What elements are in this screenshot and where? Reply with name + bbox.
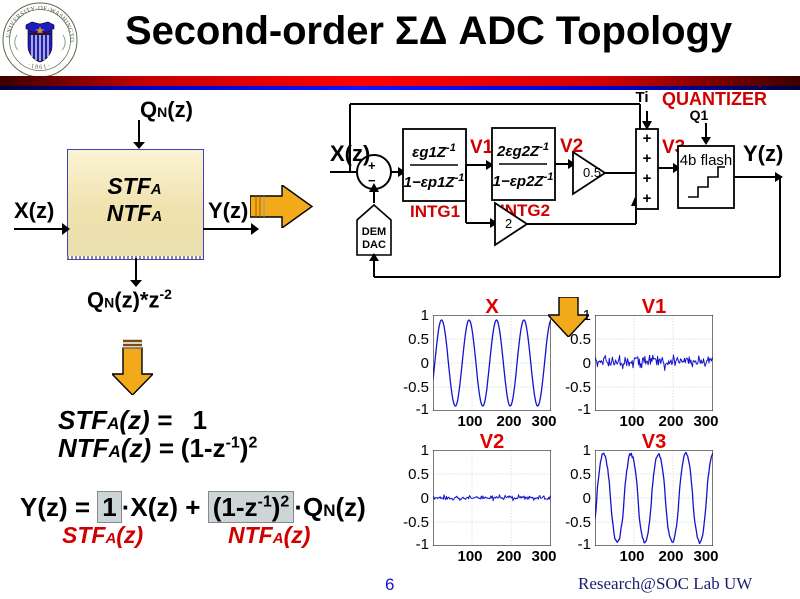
svg-text:+: +	[643, 190, 652, 207]
svg-text:Ti: Ti	[635, 89, 648, 106]
svg-text:X(z): X(z)	[330, 141, 370, 166]
svg-text:DEM: DEM	[362, 226, 386, 238]
svg-text:QUANTIZER: QUANTIZER	[662, 89, 767, 109]
svg-text:2: 2	[505, 216, 512, 231]
svg-text:+: +	[643, 170, 652, 187]
svg-text:DAC: DAC	[362, 239, 386, 251]
svg-text:V2: V2	[560, 136, 583, 157]
svg-text:Y(z): Y(z)	[743, 141, 783, 166]
svg-text:+: +	[643, 130, 652, 147]
svg-text:INTG1: INTG1	[410, 202, 460, 221]
svg-text:Q1: Q1	[690, 107, 709, 123]
svg-text:V1: V1	[470, 137, 494, 158]
svg-text:0.5: 0.5	[583, 165, 601, 180]
svg-text:+: +	[643, 150, 652, 167]
